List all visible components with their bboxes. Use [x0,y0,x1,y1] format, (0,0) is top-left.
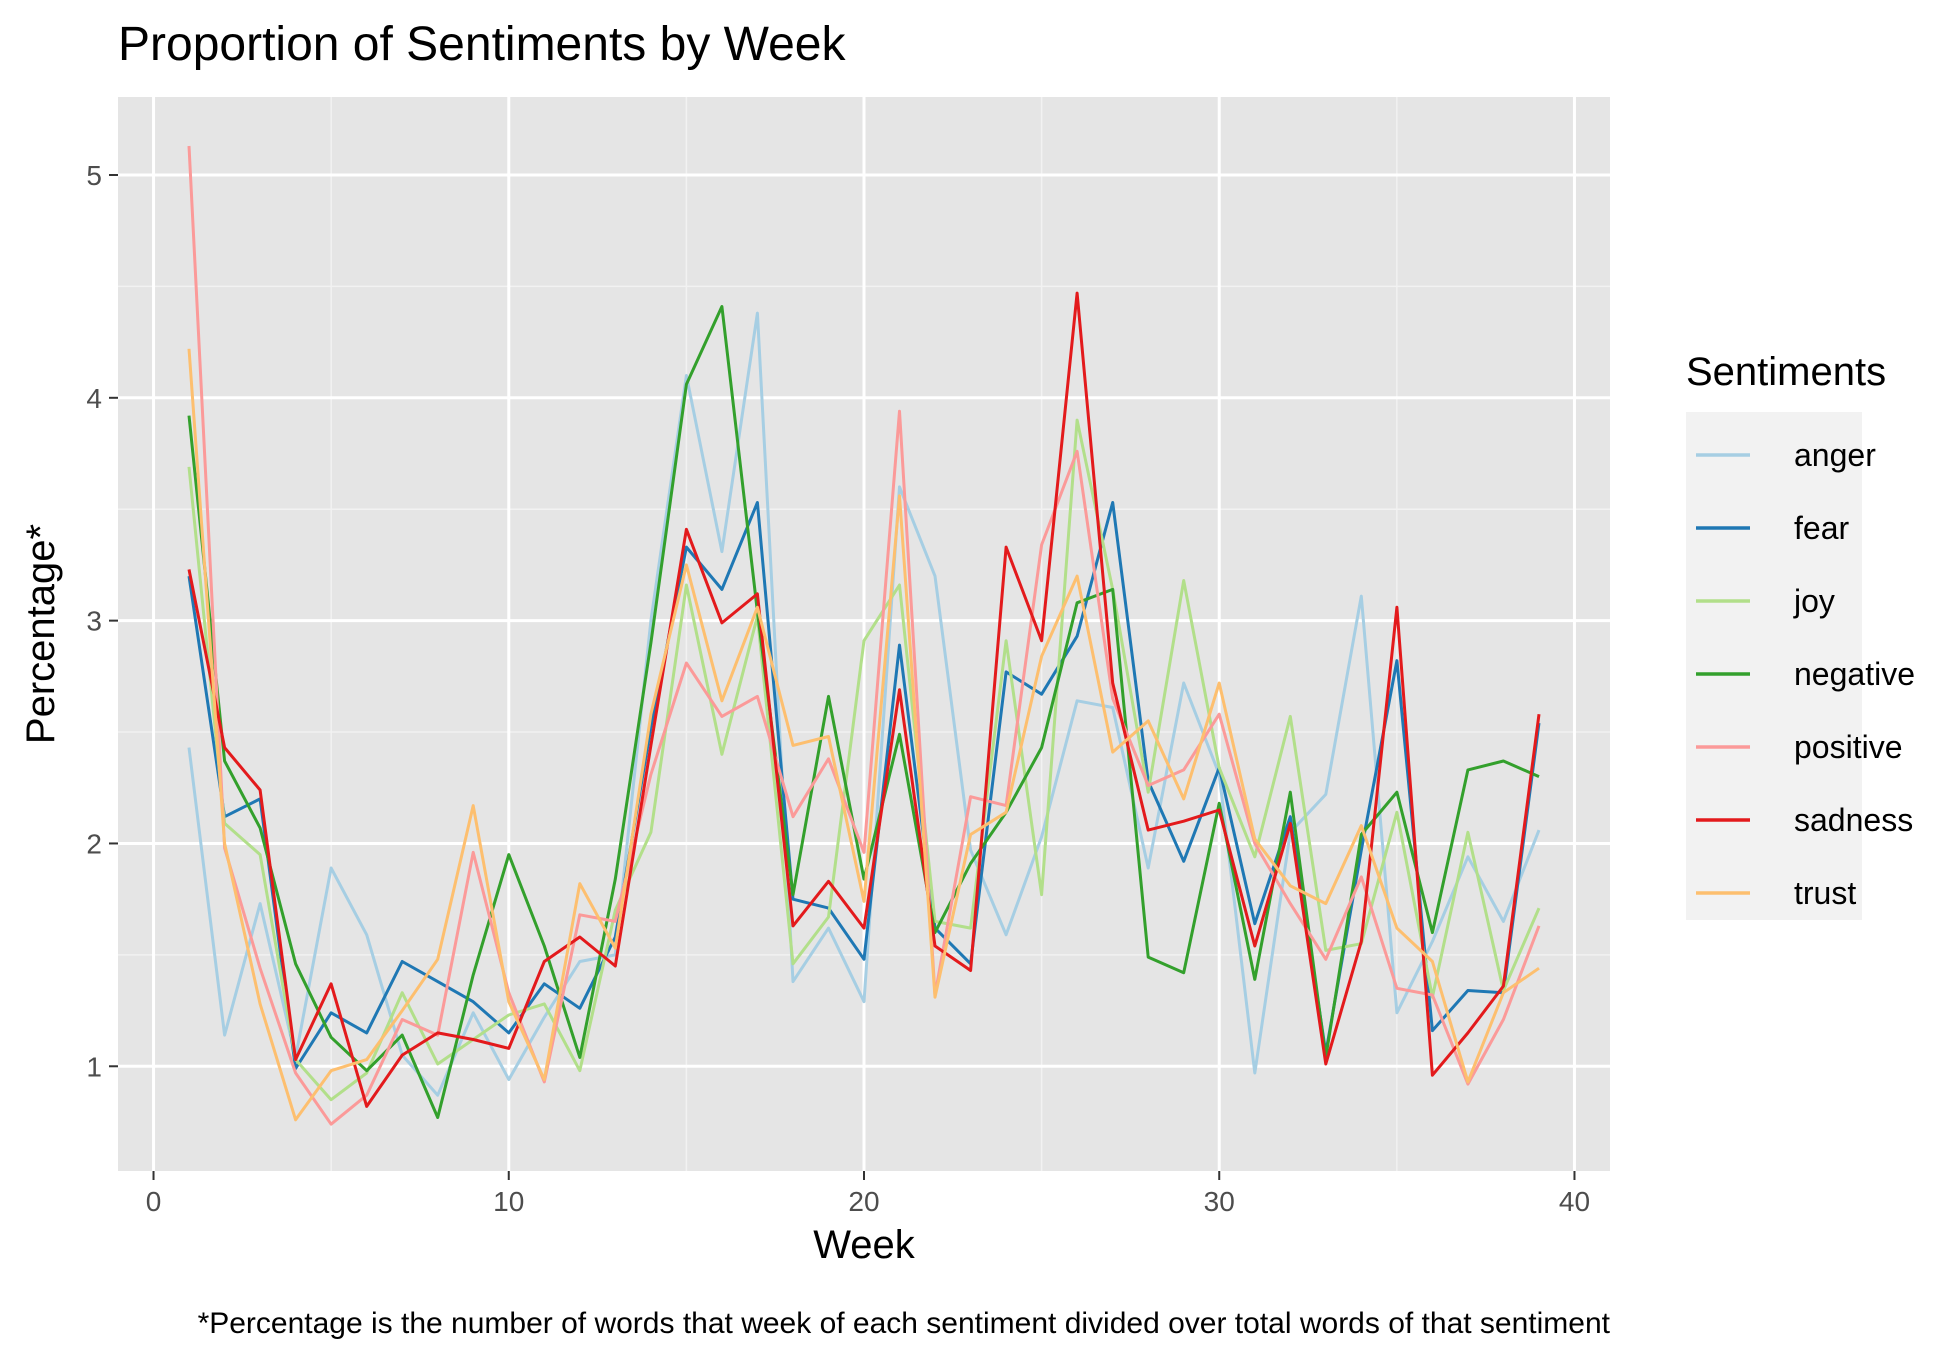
legend-item-trust: trust [1696,875,1856,911]
legend-label-sadness: sadness [1794,802,1913,838]
y-tick-label: 4 [86,383,102,414]
legend-key-background [1686,412,1862,920]
series-line-negative [187,305,1540,1119]
legend-item-joy: joy [1696,583,1835,619]
legend-item-positive: positive [1696,729,1903,765]
chart-caption: *Percentage is the number of words that … [198,1307,1611,1340]
legend: Sentiments anger fear joy negative positive s… [1686,350,1915,920]
series-line-joy [187,418,1541,1102]
series-line-sadness [187,291,1541,1108]
y-tick-label: 1 [86,1051,102,1082]
x-tick-label: 0 [146,1186,162,1217]
legend-label-fear: fear [1794,510,1849,546]
legend-item-sadness: sadness [1696,802,1913,838]
series-line-trust [187,348,1540,1122]
series-line-positive [187,145,1541,1126]
legend-label-joy: joy [1793,583,1835,619]
y-tick-label: 2 [86,828,102,859]
legend-item-negative: negative [1696,656,1915,692]
y-axis-title: Percentage* [19,524,63,744]
legend-label-negative: negative [1794,656,1915,692]
legend-item-anger: anger [1696,437,1876,473]
legend-label-anger: anger [1794,437,1876,473]
x-tick-label: 20 [848,1186,879,1217]
chart-title: Proportion of Sentiments by Week [118,18,846,71]
y-tick-label: 3 [86,606,102,637]
x-tick-label: 40 [1559,1186,1590,1217]
x-axis: 0 10 20 30 40 [146,1171,1590,1217]
series-lines [187,145,1541,1126]
series-line-anger [187,311,1541,1097]
x-tick-label: 30 [1204,1186,1235,1217]
y-tick-label: 5 [86,160,102,191]
x-tick-label: 10 [493,1186,524,1217]
legend-title: Sentiments [1686,350,1886,394]
legend-item-fear: fear [1696,510,1849,546]
x-axis-title: Week [813,1223,916,1267]
legend-label-positive: positive [1794,729,1903,765]
legend-label-trust: trust [1794,875,1856,911]
y-axis: 1 2 3 4 5 [86,160,118,1082]
